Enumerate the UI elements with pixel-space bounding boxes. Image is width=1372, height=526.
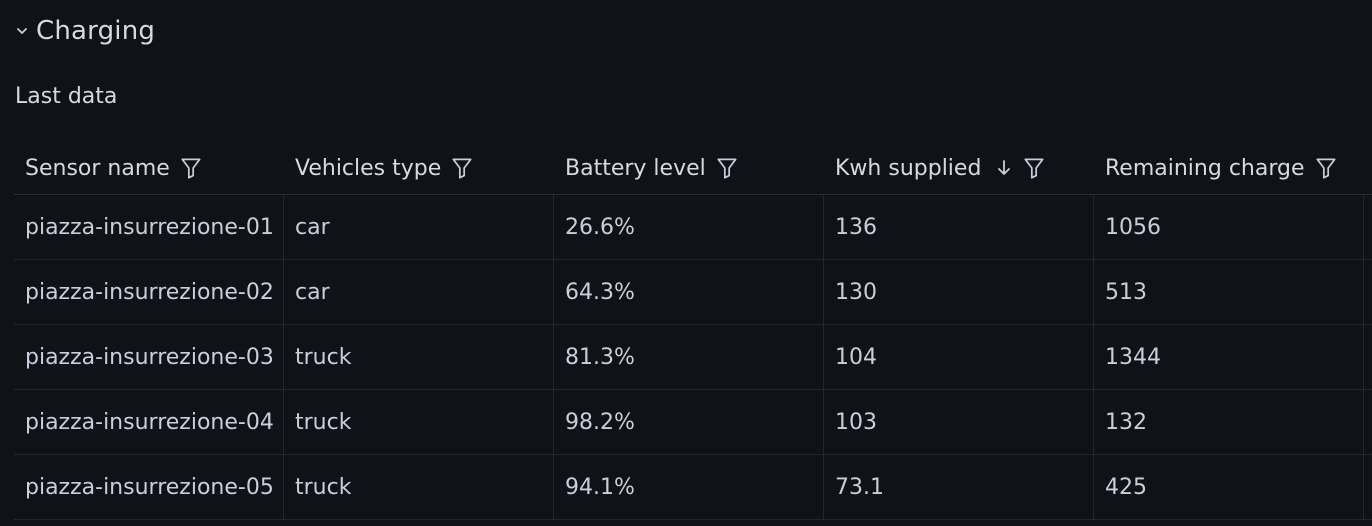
table-row: piazza-insurrezione-04 truck 98.2% 103 132 (14, 390, 1372, 455)
table-row: piazza-insurrezione-05 truck 94.1% 73.1 425 (14, 455, 1372, 520)
table-body: piazza-insurrezione-01 car 26.6% 136 1056 pia… (14, 195, 1372, 520)
table-row: piazza-insurrezione-02 car 64.3% 130 513 (14, 260, 1372, 325)
cell-vehicles-type: truck (284, 325, 554, 389)
cell-remaining-charge: 1056 (1094, 195, 1364, 259)
filter-icon[interactable] (449, 155, 475, 181)
table-row: piazza-insurrezione-03 truck 81.3% 104 1344 (14, 325, 1372, 390)
cell-vehicles-type: car (284, 195, 554, 259)
column-header-remaining-charge[interactable]: Remaining charge (1094, 142, 1364, 194)
panel-title: Last data (15, 84, 118, 109)
row-title: Charging (36, 16, 156, 46)
cell-remaining-charge: 425 (1094, 455, 1364, 519)
data-table: Sensor name Vehicles type Battery level … (14, 142, 1372, 520)
cell-vehicles-type: truck (284, 390, 554, 454)
table-row: piazza-insurrezione-01 car 26.6% 136 1056 (14, 195, 1372, 260)
filter-icon[interactable] (178, 155, 204, 181)
cell-sensor-name: piazza-insurrezione-03 (14, 325, 284, 389)
filter-icon[interactable] (1021, 155, 1047, 181)
cell-kwh-supplied: 130 (824, 260, 1094, 324)
cell-battery-level: 26.6% (554, 195, 824, 259)
cell-sensor-name: piazza-insurrezione-04 (14, 390, 284, 454)
cell-vehicles-type: truck (284, 455, 554, 519)
cell-remaining-charge: 1344 (1094, 325, 1364, 389)
cell-battery-level: 81.3% (554, 325, 824, 389)
column-header-battery-level[interactable]: Battery level (554, 142, 824, 194)
cell-sensor-name: piazza-insurrezione-02 (14, 260, 284, 324)
cell-kwh-supplied: 136 (824, 195, 1094, 259)
column-header-sensor-name[interactable]: Sensor name (14, 142, 284, 194)
cell-battery-level: 98.2% (554, 390, 824, 454)
cell-vehicles-type: car (284, 260, 554, 324)
filter-icon[interactable] (714, 155, 740, 181)
cell-remaining-charge: 513 (1094, 260, 1364, 324)
cell-sensor-name: piazza-insurrezione-01 (14, 195, 284, 259)
cell-battery-level: 64.3% (554, 260, 824, 324)
cell-sensor-name: piazza-insurrezione-05 (14, 455, 284, 519)
filter-icon[interactable] (1313, 155, 1339, 181)
column-header-kwh-supplied[interactable]: Kwh supplied (824, 142, 1094, 194)
cell-remaining-charge: 132 (1094, 390, 1364, 454)
cell-kwh-supplied: 104 (824, 325, 1094, 389)
arrow-down-icon (995, 158, 1013, 178)
chevron-down-icon (14, 23, 30, 39)
row-collapse-toggle[interactable]: Charging (14, 10, 155, 52)
table-header: Sensor name Vehicles type Battery level … (14, 142, 1372, 195)
column-header-vehicles-type[interactable]: Vehicles type (284, 142, 554, 194)
cell-kwh-supplied: 103 (824, 390, 1094, 454)
cell-kwh-supplied: 73.1 (824, 455, 1094, 519)
cell-battery-level: 94.1% (554, 455, 824, 519)
